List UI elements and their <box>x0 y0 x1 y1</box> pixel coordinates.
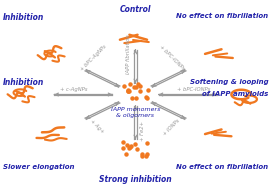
Text: IAPP monomers
& oligomers: IAPP monomers & oligomers <box>111 107 160 118</box>
Text: Inhibition: Inhibition <box>3 13 44 22</box>
Text: No effect on fibrillation: No effect on fibrillation <box>176 13 268 19</box>
Text: + Ag+: + Ag+ <box>89 119 105 135</box>
Text: Slower elongation: Slower elongation <box>3 164 74 170</box>
Text: + c-AgNPs: + c-AgNPs <box>60 87 88 92</box>
Text: of IAPP amyloids: of IAPP amyloids <box>202 91 268 97</box>
Text: + bPC-IONPs: + bPC-IONPs <box>177 87 211 92</box>
Text: IAPP fibrillation: IAPP fibrillation <box>126 34 131 74</box>
Text: No effect on fibrillation: No effect on fibrillation <box>176 164 268 170</box>
Text: Softening & looping: Softening & looping <box>190 79 268 85</box>
Text: Inhibition: Inhibition <box>3 78 44 87</box>
Text: Control: Control <box>120 5 151 14</box>
Text: + Fe2+: + Fe2+ <box>140 121 145 141</box>
Text: Strong inhibition: Strong inhibition <box>99 175 172 184</box>
Text: + IONPs: + IONPs <box>163 118 181 137</box>
Text: + bPC-IONPs: + bPC-IONPs <box>158 44 185 71</box>
Text: + bPC-AgNPs: + bPC-AgNPs <box>79 44 108 72</box>
